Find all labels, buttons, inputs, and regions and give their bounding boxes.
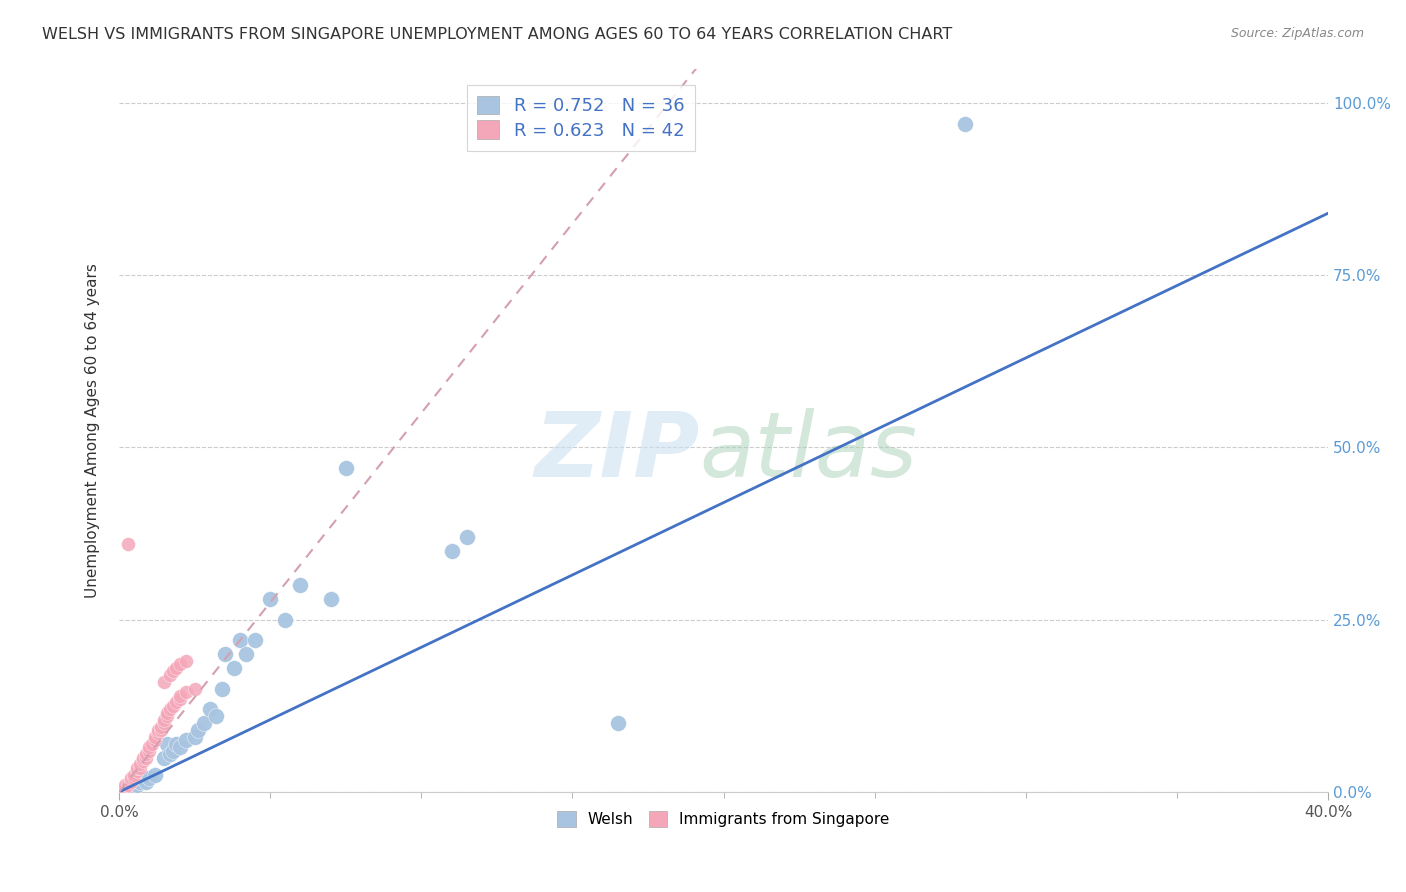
Point xyxy=(135,747,157,761)
Point xyxy=(143,730,166,744)
Point xyxy=(159,668,181,682)
Point xyxy=(141,737,163,751)
Point xyxy=(440,544,463,558)
Point xyxy=(214,647,236,661)
Point xyxy=(162,744,184,758)
Point xyxy=(606,716,628,731)
Text: ZIP: ZIP xyxy=(534,408,699,496)
Point xyxy=(127,778,149,792)
Point xyxy=(198,702,221,716)
Point xyxy=(166,737,188,751)
Point xyxy=(169,740,191,755)
Point xyxy=(132,750,155,764)
Point xyxy=(114,778,136,792)
Point xyxy=(183,681,205,696)
Point xyxy=(169,692,191,706)
Point xyxy=(159,747,181,761)
Point xyxy=(114,781,136,796)
Point xyxy=(259,592,281,607)
Point xyxy=(122,768,145,782)
Point xyxy=(120,778,142,792)
Point xyxy=(235,647,257,661)
Text: atlas: atlas xyxy=(699,408,917,496)
Legend: Welsh, Immigrants from Singapore: Welsh, Immigrants from Singapore xyxy=(550,804,897,835)
Point xyxy=(183,730,205,744)
Point xyxy=(169,657,191,672)
Point xyxy=(150,723,173,737)
Point xyxy=(127,761,149,775)
Point xyxy=(456,530,478,544)
Point xyxy=(138,740,160,755)
Point xyxy=(153,750,176,764)
Point xyxy=(120,774,142,789)
Point xyxy=(148,726,170,740)
Point xyxy=(132,754,155,768)
Point xyxy=(166,661,188,675)
Point xyxy=(156,706,179,720)
Point xyxy=(120,771,142,785)
Point xyxy=(166,695,188,709)
Point xyxy=(274,613,297,627)
Point xyxy=(156,737,179,751)
Point xyxy=(114,781,136,796)
Point xyxy=(143,768,166,782)
Point xyxy=(290,578,312,592)
Text: WELSH VS IMMIGRANTS FROM SINGAPORE UNEMPLOYMENT AMONG AGES 60 TO 64 YEARS CORREL: WELSH VS IMMIGRANTS FROM SINGAPORE UNEMP… xyxy=(42,27,952,42)
Point xyxy=(117,780,139,794)
Point xyxy=(335,461,357,475)
Point xyxy=(117,537,139,551)
Point xyxy=(156,709,179,723)
Y-axis label: Unemployment Among Ages 60 to 64 years: Unemployment Among Ages 60 to 64 years xyxy=(86,263,100,598)
Point xyxy=(132,771,155,785)
Point xyxy=(150,719,173,733)
Point xyxy=(153,674,176,689)
Point xyxy=(211,681,233,696)
Point xyxy=(129,757,152,772)
Point xyxy=(148,723,170,737)
Point xyxy=(955,117,977,131)
Point xyxy=(117,778,139,792)
Point xyxy=(162,665,184,679)
Point xyxy=(174,733,197,747)
Text: Source: ZipAtlas.com: Source: ZipAtlas.com xyxy=(1230,27,1364,40)
Point xyxy=(174,685,197,699)
Point xyxy=(174,654,197,668)
Point xyxy=(129,774,152,789)
Point xyxy=(319,592,342,607)
Point xyxy=(135,750,157,764)
Point xyxy=(138,744,160,758)
Point xyxy=(159,702,181,716)
Point xyxy=(169,689,191,703)
Point xyxy=(138,771,160,785)
Point xyxy=(122,771,145,785)
Point xyxy=(193,716,215,731)
Point xyxy=(204,709,226,723)
Point xyxy=(243,633,266,648)
Point xyxy=(153,713,176,727)
Point xyxy=(135,774,157,789)
Point xyxy=(229,633,252,648)
Point xyxy=(153,716,176,731)
Point xyxy=(129,761,152,775)
Point xyxy=(127,764,149,779)
Point xyxy=(143,733,166,747)
Point xyxy=(187,723,209,737)
Point xyxy=(162,698,184,713)
Point xyxy=(222,661,245,675)
